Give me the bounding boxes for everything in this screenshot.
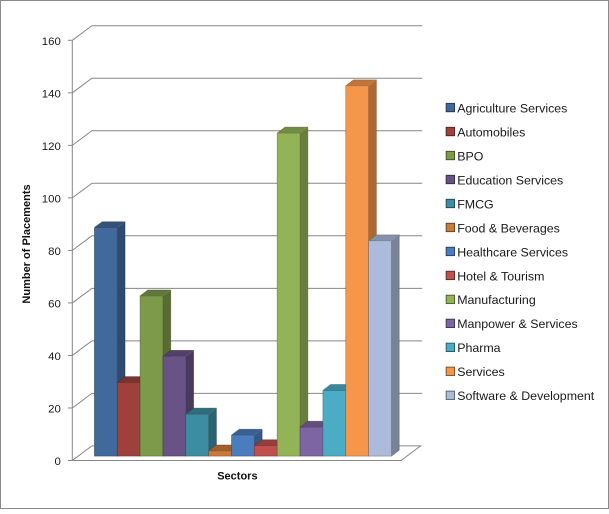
svg-text:BPO: BPO [457,149,484,163]
svg-text:40: 40 [48,351,61,363]
svg-text:Sectors: Sectors [217,470,257,482]
svg-text:Agriculture Services: Agriculture Services [457,101,567,115]
svg-text:Healthcare Services: Healthcare Services [457,245,568,259]
svg-text:160: 160 [42,36,61,48]
svg-text:Software & Development: Software & Development [457,389,595,403]
svg-text:100: 100 [42,194,61,206]
svg-text:Manpower & Services: Manpower & Services [457,317,578,331]
svg-text:Number of Placements: Number of Placements [21,184,33,303]
svg-text:0: 0 [54,456,60,468]
svg-text:120: 120 [42,141,61,153]
svg-text:Pharma: Pharma [457,341,500,355]
svg-text:Education Services: Education Services [457,173,563,187]
svg-text:FMCG: FMCG [457,197,493,211]
svg-text:20: 20 [48,404,61,416]
svg-text:80: 80 [48,246,61,258]
svg-text:Services: Services [457,365,505,379]
svg-text:Manufacturing: Manufacturing [457,293,536,307]
svg-text:Automobiles: Automobiles [457,125,525,139]
svg-text:Hotel & Tourism: Hotel & Tourism [457,269,544,283]
svg-text:Food & Beverages: Food & Beverages [457,221,560,235]
svg-text:60: 60 [48,299,61,311]
svg-text:140: 140 [42,89,61,101]
